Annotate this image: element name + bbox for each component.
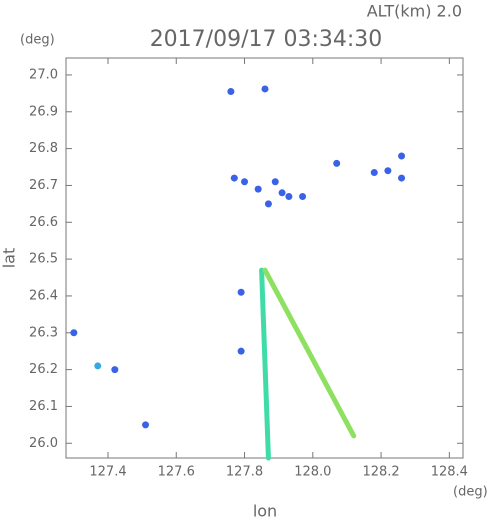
x-unit: (deg) bbox=[453, 485, 488, 500]
x-tick-label: 128.0 bbox=[294, 465, 331, 480]
echo-point bbox=[237, 347, 245, 355]
echo-point bbox=[230, 174, 238, 182]
y-tick-label: 26.7 bbox=[29, 178, 58, 193]
echo-point bbox=[237, 288, 245, 296]
echo-point bbox=[299, 192, 307, 200]
x-tick-label: 127.8 bbox=[226, 465, 263, 480]
echo-point bbox=[241, 178, 249, 186]
streak bbox=[259, 267, 271, 461]
y-tick-label: 26.3 bbox=[29, 325, 58, 340]
x-axis-label: lon bbox=[253, 502, 277, 521]
echo-point bbox=[370, 169, 378, 177]
y-tick-label: 27.0 bbox=[29, 67, 58, 82]
echo-point bbox=[398, 174, 406, 182]
y-tick-label: 26.2 bbox=[29, 362, 58, 377]
x-tick-label: 127.6 bbox=[158, 465, 195, 480]
echo-point bbox=[254, 185, 262, 193]
echo-point bbox=[70, 329, 78, 337]
chart-title: 2017/09/17 03:34:30 bbox=[150, 27, 383, 52]
x-tick-label: 127.4 bbox=[89, 465, 126, 480]
y-tick-label: 26.4 bbox=[29, 288, 58, 303]
echo-point bbox=[227, 88, 235, 96]
y-axis-label: lat bbox=[0, 248, 19, 269]
echo-point bbox=[398, 152, 406, 160]
x-tick-label: 128.4 bbox=[431, 465, 468, 480]
y-tick-label: 26.6 bbox=[29, 215, 58, 230]
streak bbox=[262, 267, 357, 439]
echo-point bbox=[261, 85, 269, 93]
echo-point bbox=[384, 167, 392, 175]
plot-frame bbox=[65, 57, 464, 459]
echo-point bbox=[278, 189, 286, 197]
echo-point bbox=[142, 421, 150, 429]
x-tick-label: 128.2 bbox=[362, 465, 399, 480]
y-tick-label: 26.9 bbox=[29, 104, 58, 119]
y-tick-label: 26.0 bbox=[29, 436, 58, 451]
echo-point bbox=[94, 362, 102, 370]
y-tick-label: 26.8 bbox=[29, 141, 58, 156]
echo-point bbox=[271, 178, 279, 186]
echo-point bbox=[333, 159, 341, 167]
subtitle: ALT(km) 2.0 bbox=[367, 2, 462, 21]
echo-point bbox=[264, 200, 272, 208]
y-tick-label: 26.5 bbox=[29, 252, 58, 267]
echo-point bbox=[285, 192, 293, 200]
y-tick-label: 26.1 bbox=[29, 399, 58, 414]
y-unit: (deg) bbox=[20, 33, 55, 48]
echo-point bbox=[111, 366, 119, 374]
